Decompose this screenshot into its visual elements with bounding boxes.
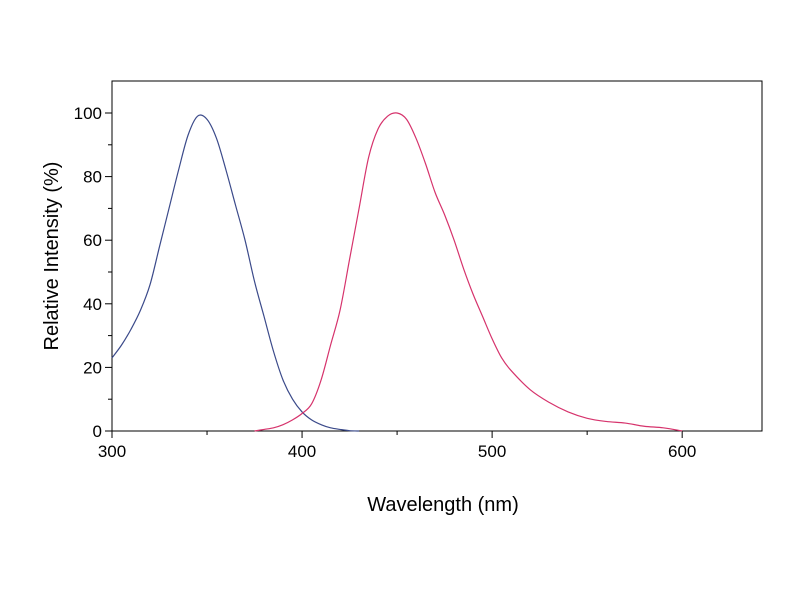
y-tick-label: 80 <box>83 168 102 187</box>
plot-frame <box>111 80 763 432</box>
x-tick-label: 600 <box>668 442 696 461</box>
x-axis-ticks: 300 400 500 600 <box>98 431 696 461</box>
series-layer <box>111 112 683 432</box>
y-tick-label: 60 <box>83 231 102 250</box>
x-tick-label: 400 <box>288 442 316 461</box>
x-tick-label: 300 <box>98 442 126 461</box>
x-tick-label: 500 <box>478 442 506 461</box>
excitation-curve <box>111 114 360 432</box>
emission-curve <box>254 112 683 432</box>
y-tick-label: 100 <box>74 104 102 123</box>
y-tick-label: 20 <box>83 358 102 377</box>
y-tick-label: 0 <box>93 422 102 441</box>
y-axis-title: Relative Intensity (%) <box>41 162 63 351</box>
y-axis-ticks: 0 20 40 60 80 100 <box>74 104 112 441</box>
y-tick-label: 40 <box>83 295 102 314</box>
x-axis-title: Wavelength (nm) <box>367 494 519 516</box>
